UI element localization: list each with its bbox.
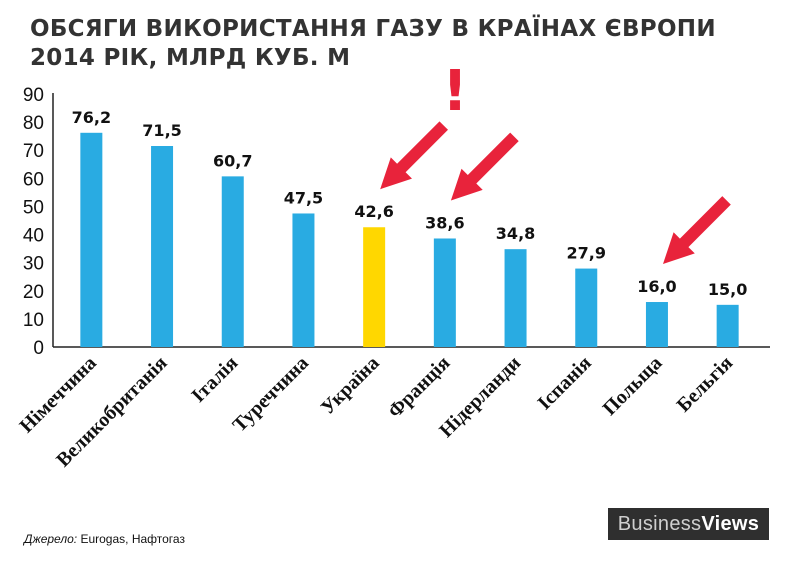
- x-tick-label: Італія: [187, 352, 242, 407]
- bar: [716, 304, 739, 347]
- businessviews-logo: BusinessViews: [608, 508, 769, 540]
- x-tick-label: Польща: [599, 352, 667, 420]
- y-tick-label: 0: [33, 338, 44, 359]
- y-tick-label: 10: [23, 310, 44, 331]
- bar: [433, 238, 456, 347]
- chart-title-line-1: ОБСЯГИ ВИКОРИСТАННЯ ГАЗУ В КРАЇНАХ ЄВРОП…: [30, 16, 716, 42]
- pointer-arrow-9: [663, 196, 731, 264]
- bar: [292, 213, 315, 347]
- x-tick-label: Іспанія: [533, 352, 595, 414]
- data-label: 60,7: [213, 151, 252, 170]
- y-tick-label: 70: [23, 141, 44, 162]
- bar: [645, 302, 668, 347]
- source-text: Eurogas, Нафтогаз: [80, 532, 185, 546]
- bar: [575, 268, 598, 347]
- bar: [151, 146, 174, 347]
- bar: [504, 249, 527, 347]
- data-label: 38,6: [425, 213, 464, 232]
- x-tick-label: Україна: [317, 352, 384, 419]
- y-tick-label: 60: [23, 169, 44, 190]
- y-tick-label: 90: [23, 85, 44, 106]
- bar: [221, 176, 244, 347]
- bar: [80, 132, 103, 347]
- chart-title-line-2: 2014 РІК, МЛРД КУБ. М: [30, 45, 351, 71]
- logo-views-text: Views: [701, 513, 760, 535]
- data-label: 15,0: [708, 280, 747, 299]
- x-tick-label: Туреччина: [229, 352, 313, 436]
- y-tick-label: 80: [23, 113, 44, 134]
- source-label: Джерело:: [24, 532, 78, 546]
- source-note: Джерело: Eurogas, Нафтогаз: [24, 532, 185, 546]
- chart-title: ОБСЯГИ ВИКОРИСТАННЯ ГАЗУ В КРАЇНАХ ЄВРОП…: [30, 15, 716, 73]
- x-tick-label: Бельгія: [673, 352, 738, 417]
- data-label: 34,8: [496, 224, 535, 243]
- data-label: 16,0: [637, 277, 676, 296]
- y-tick-label: 40: [23, 226, 44, 247]
- y-tick-label: 30: [23, 254, 44, 275]
- data-label: 76,2: [72, 108, 111, 127]
- x-tick-label: Франція: [384, 352, 455, 423]
- y-tick-label: 20: [23, 282, 44, 303]
- exclamation-mark: !: [442, 59, 468, 124]
- pointer-arrow-5: [380, 121, 448, 190]
- data-label: 71,5: [142, 121, 181, 140]
- data-label: 47,5: [284, 188, 323, 207]
- y-tick-label: 50: [23, 197, 44, 218]
- data-label: 42,6: [354, 202, 393, 221]
- logo-business-text: Business: [617, 513, 702, 535]
- bar: [363, 227, 386, 347]
- pointer-arrow-6: [450, 132, 519, 201]
- data-label: 27,9: [567, 244, 606, 263]
